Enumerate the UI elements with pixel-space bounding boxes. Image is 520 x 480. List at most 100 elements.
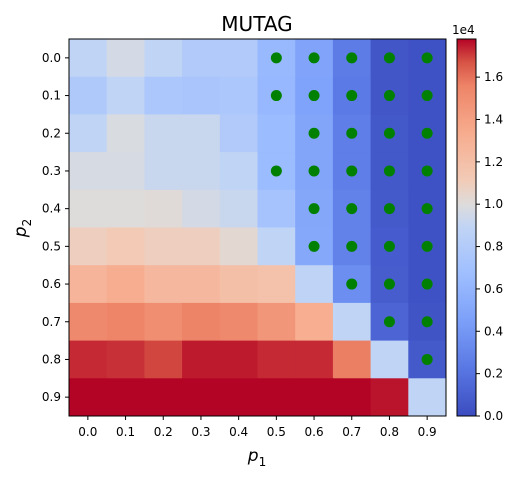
colorbar-tick-label: 0.0 — [484, 409, 503, 423]
heatmap-cell — [69, 76, 108, 115]
y-tick-label: 0.6 — [42, 277, 61, 291]
marker-dot — [383, 127, 395, 139]
heatmap-cell — [69, 189, 108, 228]
heatmap-cell — [182, 152, 221, 191]
heatmap-cell — [69, 378, 108, 417]
y-tick-label: 0.1 — [42, 89, 61, 103]
marker-dot — [421, 127, 433, 139]
heatmap-cell — [69, 265, 108, 304]
marker-dot — [383, 90, 395, 102]
marker-dot — [308, 52, 320, 64]
marker-dot — [421, 240, 433, 252]
heatmap-cell — [182, 76, 221, 115]
y-axis-ticks: 0.0 0.1 0.2 0.3 0.4 0.5 0.6 0.7 0.8 0.9 — [42, 51, 69, 404]
marker-dot — [421, 52, 433, 64]
heatmap-cell — [144, 39, 183, 78]
marker-dot — [383, 240, 395, 252]
heatmap-cell — [295, 302, 334, 342]
marker-dot — [421, 90, 433, 102]
heatmap-cell — [257, 340, 296, 379]
heatmap-cell — [182, 378, 221, 417]
heatmap-cell — [144, 340, 183, 379]
heatmap-cell — [106, 152, 145, 191]
heatmap-cell — [219, 227, 258, 266]
colorbar — [456, 38, 477, 417]
heatmap-cell — [106, 189, 145, 228]
x-tick-label: 0.6 — [305, 425, 324, 439]
heatmap-cell — [182, 114, 221, 153]
heatmap-cell — [295, 265, 334, 304]
marker-dot — [308, 240, 320, 252]
heatmap-cell — [257, 189, 296, 228]
marker-dot — [383, 165, 395, 177]
plot-frame — [68, 38, 447, 417]
heatmap-cell — [182, 340, 221, 379]
heatmap-cell — [144, 265, 183, 304]
x-tick-label: 0.4 — [229, 425, 248, 439]
y-tick-label: 0.0 — [42, 51, 61, 65]
heatmap-cell — [257, 265, 296, 304]
marker-dot — [270, 90, 282, 102]
heatmap-cell — [219, 302, 258, 342]
marker-dot — [421, 353, 433, 365]
marker-dot — [383, 52, 395, 64]
marker-dot — [383, 203, 395, 215]
x-tick-label: 0.0 — [78, 425, 97, 439]
colorbar-tick-label: 1.6 — [484, 70, 503, 84]
heatmap-cell — [219, 114, 258, 153]
y-axis-label: p2 — [11, 219, 34, 238]
heatmap-cell — [219, 189, 258, 228]
heatmap-cell — [106, 76, 145, 115]
marker-dot — [308, 203, 320, 215]
heatmap-cell — [106, 265, 145, 304]
heatmap-cell — [332, 302, 372, 342]
heatmap-cell — [106, 227, 145, 266]
heatmap-cell — [182, 302, 221, 342]
heatmap-cell — [182, 227, 221, 266]
marker-dot — [383, 278, 395, 290]
marker-dot — [270, 165, 282, 177]
x-tick-label: 0.9 — [418, 425, 437, 439]
marker-dot — [270, 52, 282, 64]
y-tick-label: 0.2 — [42, 126, 61, 140]
heatmap-cell — [257, 114, 296, 153]
marker-dot — [421, 165, 433, 177]
heatmap-cell — [332, 378, 372, 417]
heatmap-cell — [182, 39, 221, 78]
marker-dot — [346, 52, 358, 64]
marker-dot — [421, 316, 433, 328]
chart-title: MUTAG — [221, 12, 292, 36]
x-tick-label: 0.1 — [116, 425, 135, 439]
heatmap-cell — [144, 76, 183, 115]
heatmap-cell — [182, 265, 221, 304]
marker-dot — [308, 127, 320, 139]
heatmap-cell — [219, 76, 258, 115]
marker-dot — [308, 165, 320, 177]
marker-dot — [383, 316, 395, 328]
heatmap-cell — [144, 378, 183, 417]
heatmap-cell — [295, 378, 334, 417]
heatmap-cell — [106, 39, 145, 78]
colorbar-tick-label: 1.2 — [484, 155, 503, 169]
heatmap-cell — [257, 302, 296, 342]
heatmap-cell — [106, 302, 145, 342]
heatmap-cell — [408, 378, 447, 417]
marker-dot — [346, 240, 358, 252]
marker-dot — [346, 278, 358, 290]
x-axis-label: p1 — [247, 446, 266, 469]
heatmap-cell — [144, 302, 183, 342]
heatmap-cell — [182, 189, 221, 228]
heatmap-cell — [106, 340, 145, 379]
marker-dot — [308, 90, 320, 102]
heatmap-cell — [257, 378, 296, 417]
heatmap-cell — [295, 340, 334, 379]
colorbar-ticks: 0.0 0.2 0.4 0.6 0.8 1.0 1.2 1.4 1.6 — [476, 70, 503, 423]
heatmap-cell — [69, 152, 108, 191]
y-tick-label: 0.9 — [42, 390, 61, 404]
heatmap-cell — [219, 265, 258, 304]
colorbar-tick-label: 0.4 — [484, 324, 503, 338]
marker-dot — [346, 203, 358, 215]
heatmap-cell — [219, 340, 258, 379]
marker-dot — [421, 203, 433, 215]
